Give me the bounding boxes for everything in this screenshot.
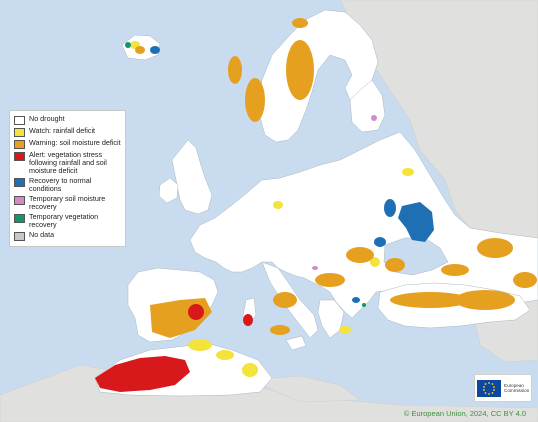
legend-item-no-drought: No drought (14, 115, 121, 125)
legend-item-alert: Alert: vegetation stress following rainf… (14, 151, 121, 175)
legend-swatch (14, 128, 25, 137)
legend-label: Temporary vegetation recovery (29, 212, 99, 229)
watch-patches (130, 41, 414, 377)
legend-swatch (14, 214, 25, 223)
legend-label: Alert: vegetation stress following rainf… (29, 150, 107, 175)
logo-text-line2: Commission (504, 388, 530, 393)
logo-text: European Commission (504, 383, 529, 393)
legend-item-temp-soil-recovery: Temporary soil moisture recovery (14, 195, 121, 211)
legend-swatch (14, 152, 25, 161)
legend-item-warning: Warning: soil moisture deficit (14, 139, 121, 149)
legend-swatch (14, 196, 25, 205)
legend-label: Recovery to normal conditions (29, 176, 92, 193)
logo-text-line1: European (504, 382, 524, 388)
alert-patches (95, 304, 253, 392)
legend-item-temp-veg-recovery: Temporary vegetation recovery (14, 213, 121, 229)
legend-item-watch: Watch: rainfall deficit (14, 127, 121, 137)
legend-label: No drought (29, 114, 65, 123)
legend-label: Watch: rainfall deficit (29, 126, 96, 135)
legend-item-recovery: Recovery to normal conditions (14, 177, 121, 193)
eu-flag-icon (477, 379, 501, 397)
legend-swatch (14, 140, 25, 149)
legend-swatch (14, 178, 25, 187)
legend-swatch (14, 232, 25, 241)
legend-label: Temporary soil moisture recovery (29, 194, 106, 211)
copyright-notice: © European Union, 2024, CC BY 4.0 (403, 409, 526, 418)
temp-veg-recovery-patches (125, 42, 366, 307)
temp-soil-recovery-patches (312, 115, 377, 270)
map-legend: No drought Watch: rainfall deficit Warni… (9, 110, 126, 247)
legend-label: No data (29, 230, 55, 239)
warning-patches (135, 18, 537, 338)
legend-swatch (14, 116, 25, 125)
legend-label: Warning: soil moisture deficit (29, 138, 121, 147)
legend-item-no-data: No data (14, 231, 121, 241)
european-commission-logo: European Commission (474, 374, 532, 402)
recovery-patches (150, 46, 434, 303)
